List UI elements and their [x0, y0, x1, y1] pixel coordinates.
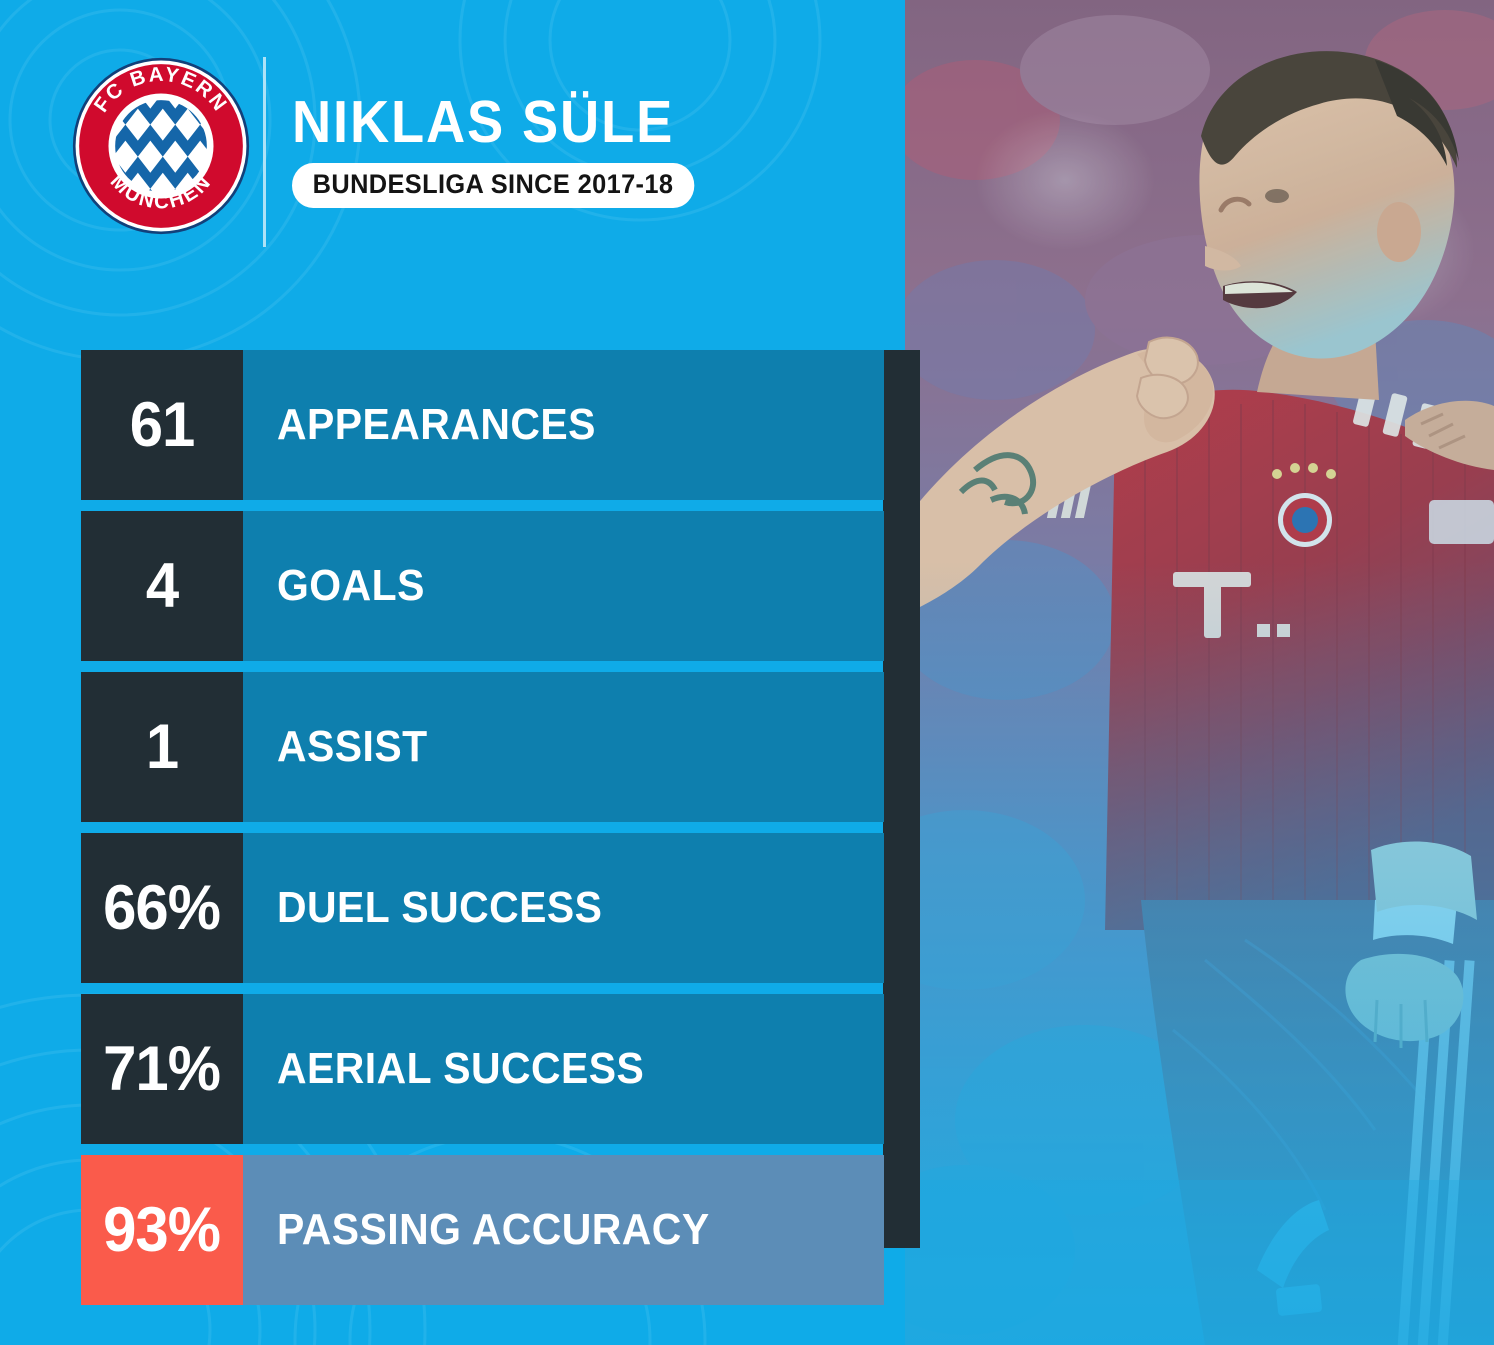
stat-row-gap [0, 1144, 940, 1155]
stat-value: 71% [103, 1033, 222, 1104]
stat-label-bar: ASSIST [243, 672, 884, 822]
title-block: NIKLAS SÜLE BUNDESLIGA SINCE 2017-18 [292, 89, 720, 208]
stat-value-box: 71% [81, 994, 243, 1144]
stat-row: 71% AERIAL SUCCESS [0, 994, 940, 1144]
stat-row-gap [0, 500, 940, 511]
fc-bayern-crest-icon: FC BAYERN MÜNCHEN [72, 57, 250, 235]
stat-label: GOALS [277, 561, 425, 610]
stat-row: 66% DUEL SUCCESS [0, 833, 940, 983]
stat-label-bar: APPEARANCES [243, 350, 884, 500]
stat-row: 4 GOALS [0, 511, 940, 661]
stats-panel-shadow [883, 350, 920, 1248]
page-title: NIKLAS SÜLE [292, 89, 675, 155]
stat-label: DUEL SUCCESS [277, 883, 603, 932]
stat-label-bar: AERIAL SUCCESS [243, 994, 884, 1144]
stat-row-gap [0, 822, 940, 833]
stat-label: APPEARANCES [277, 400, 596, 449]
stat-row: 1 ASSIST [0, 672, 940, 822]
stat-label-bar: GOALS [243, 511, 884, 661]
stat-row: 61 APPEARANCES [0, 350, 940, 500]
stat-value: 1 [145, 711, 179, 782]
stat-value-box: 4 [81, 511, 243, 661]
stat-row: 93% PASSING ACCURACY [0, 1155, 940, 1305]
stat-value: 4 [145, 550, 179, 621]
stat-label: PASSING ACCURACY [277, 1205, 710, 1254]
stat-label: ASSIST [277, 722, 428, 771]
player-photo [905, 0, 1494, 1345]
stat-row-gap [0, 983, 940, 994]
stat-row-gap [0, 661, 940, 672]
competition-badge: BUNDESLIGA SINCE 2017-18 [292, 162, 695, 208]
stat-value-box: 93% [81, 1155, 243, 1305]
stat-value-box: 1 [81, 672, 243, 822]
stat-value-box: 61 [81, 350, 243, 500]
stat-value-box: 66% [81, 833, 243, 983]
stat-value: 61 [129, 389, 196, 460]
header: FC BAYERN MÜNCHEN NIKLAS SÜLE BUNDESLIGA… [0, 0, 915, 300]
stat-label: AERIAL SUCCESS [277, 1044, 645, 1093]
stat-value: 93% [103, 1194, 222, 1265]
stat-label-bar: DUEL SUCCESS [243, 833, 884, 983]
header-divider [263, 57, 266, 247]
stat-label-bar: PASSING ACCURACY [243, 1155, 884, 1305]
stat-value: 66% [103, 872, 222, 943]
stats-list: 61 APPEARANCES 4 GOALS 1 ASSIST 66% DUEL SUCCES… [0, 350, 940, 1305]
